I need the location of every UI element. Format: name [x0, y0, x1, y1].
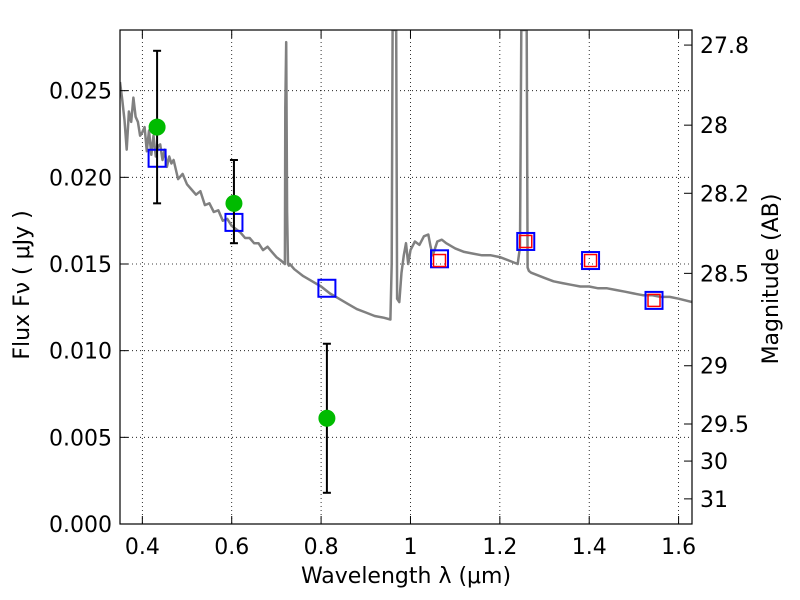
y-axis-label-right: Magnitude (AB): [759, 194, 784, 365]
right-tick-label: 28.2: [700, 182, 749, 207]
x-tick-label: 1.4: [572, 535, 607, 560]
y-tick-label: 0.025: [49, 80, 112, 105]
right-tick-label: 27.8: [700, 34, 749, 59]
x-tick-label: 1.6: [661, 535, 696, 560]
model-photometry-square: [644, 290, 664, 310]
right-tick-label: 28: [700, 114, 728, 139]
x-tick-label: 1.2: [482, 535, 517, 560]
gridlines: [120, 30, 692, 524]
model-photometry-square: [430, 249, 450, 269]
right-tick-label: 31: [700, 488, 728, 513]
model-photometry-square: [317, 278, 337, 298]
observed-flux-point: [318, 409, 336, 427]
right-tick-label: 29.5: [700, 413, 749, 438]
right-tick-label: 28.5: [700, 262, 749, 287]
y-tick-label: 0.005: [49, 426, 112, 451]
x-tick-label: 0.4: [125, 535, 160, 560]
model-photometry-square: [516, 231, 536, 251]
y-tick-label: 0.010: [49, 340, 112, 365]
y-tick-label: 0.000: [49, 513, 112, 538]
observed-flux-point: [148, 118, 166, 136]
plot-series: [120, 30, 692, 494]
x-axis-label: Wavelength λ (μm): [301, 564, 511, 589]
band-square-red: [519, 234, 533, 249]
x-tick-label: 0.6: [214, 535, 249, 560]
plot-frame: [119, 29, 693, 525]
model-photometry-square: [581, 251, 601, 271]
observed-flux-point: [225, 194, 243, 212]
right-tick-label: 30: [700, 450, 728, 475]
x-tick-label: 0.8: [304, 535, 339, 560]
band-square-red: [583, 253, 598, 268]
axis-ticks: 0.4 0.6 0.8 1 1.2 1.4 1.6 0.000 0.005 0.010 0.015 0…: [49, 30, 749, 560]
band-square-red: [647, 293, 661, 308]
model-spectrum-line: [120, 30, 692, 321]
right-tick-label: 29: [700, 355, 728, 380]
band-square-red: [432, 253, 447, 268]
x-tick-label: 1: [403, 535, 417, 560]
y-axis-label-left: Flux Fν ( μJy ): [10, 210, 35, 359]
y-tick-label: 0.015: [49, 253, 112, 278]
y-tick-label: 0.020: [49, 166, 112, 191]
